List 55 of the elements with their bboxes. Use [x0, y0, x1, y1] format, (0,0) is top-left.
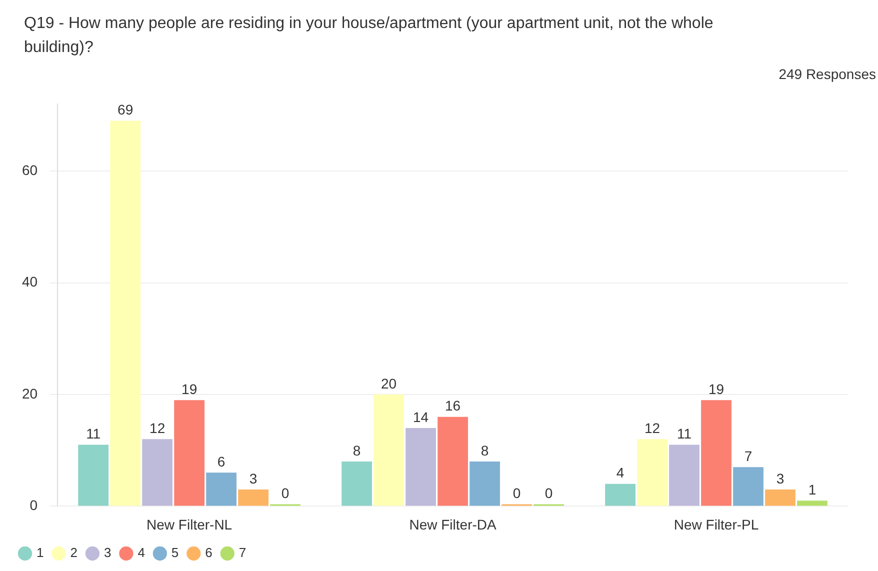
- bar: [342, 462, 372, 506]
- data-label: 0: [544, 485, 553, 502]
- legend-label: 1: [36, 545, 44, 560]
- data-label: 14: [413, 408, 429, 425]
- data-label: 0: [281, 485, 290, 502]
- data-label: 12: [644, 420, 660, 436]
- data-label: 8: [480, 442, 489, 458]
- data-label: 11: [676, 426, 692, 442]
- legend-label: 3: [104, 545, 112, 560]
- bar: [78, 444, 109, 506]
- bar: [733, 467, 764, 506]
- bar: [797, 500, 828, 506]
- data-label: 7: [744, 448, 752, 464]
- bar: [438, 416, 468, 506]
- data-label: 3: [249, 470, 258, 486]
- data-label: 19: [708, 380, 724, 397]
- data-label: 12: [150, 420, 166, 436]
- chart-subtitle: 249 Responses: [778, 66, 876, 82]
- bar: [238, 489, 268, 506]
- data-label: 1: [808, 481, 816, 498]
- bar: [669, 444, 700, 506]
- data-label: 19: [182, 380, 198, 397]
- bar: [142, 439, 173, 506]
- y-tick-label: 0: [30, 497, 38, 514]
- data-label: 11: [86, 426, 101, 442]
- y-tick-label: 60: [22, 162, 38, 178]
- bar: [701, 400, 732, 506]
- data-label: 4: [616, 464, 624, 481]
- y-tick-label: 20: [22, 385, 38, 402]
- y-tick-label: 40: [22, 274, 38, 290]
- chart-title: Q19 - How many people are residing in your house/apartment (your apartment unit, not the whole building)?: [24, 14, 714, 58]
- data-label: 3: [776, 470, 784, 486]
- bar: [605, 484, 636, 506]
- legend-label: 7: [238, 545, 246, 560]
- data-label: 16: [444, 398, 461, 414]
- data-label: 8: [352, 442, 361, 458]
- x-tick-label: New Filter-PL: [674, 516, 759, 532]
- bar: [765, 489, 796, 506]
- legend-label: 4: [138, 545, 145, 560]
- bar: [637, 439, 668, 506]
- data-label: 0: [512, 485, 521, 502]
- data-label: 69: [118, 102, 134, 118]
- bar: [110, 120, 141, 506]
- bar: [406, 428, 436, 506]
- x-tick-label: New Filter-NL: [146, 516, 232, 532]
- data-label: 20: [381, 375, 397, 392]
- legend-label: 6: [205, 545, 212, 560]
- legend-label: 5: [171, 545, 179, 560]
- legend-label: 2: [70, 545, 78, 560]
- data-label: 6: [217, 454, 226, 470]
- bar: [206, 472, 236, 506]
- bar: [470, 462, 500, 506]
- bar: [174, 400, 205, 506]
- bar: [374, 394, 404, 506]
- x-tick-label: New Filter-DA: [409, 516, 498, 532]
